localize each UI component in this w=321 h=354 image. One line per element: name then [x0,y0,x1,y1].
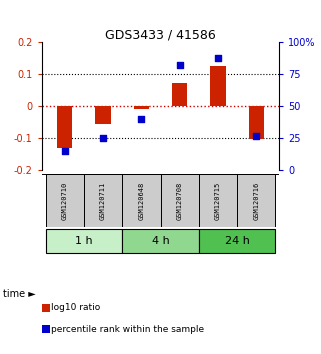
Point [62,148,67,154]
Bar [122,175,160,227]
Bar [46,229,122,253]
Text: 24 h: 24 h [225,236,249,246]
Point [254,133,259,138]
Text: log10 ratio: log10 ratio [51,303,100,313]
Bar [46,175,84,227]
Text: GSM120711: GSM120711 [100,181,106,219]
Text: GSM120710: GSM120710 [62,181,68,219]
Bar [172,83,187,106]
Bar [95,106,111,124]
Text: GSM120716: GSM120716 [253,181,259,219]
Bar [122,229,199,253]
Bar [57,106,72,148]
Bar [134,106,149,109]
Bar [249,106,264,139]
Bar [210,67,226,106]
Text: GSM120715: GSM120715 [215,181,221,219]
Point [100,135,106,141]
Bar [199,175,237,227]
Point [177,63,182,68]
Text: GSM120708: GSM120708 [177,181,183,219]
Text: 4 h: 4 h [152,236,169,246]
Title: GDS3433 / 41586: GDS3433 / 41586 [105,28,216,41]
Point [139,116,144,122]
Bar [84,175,122,227]
Bar [160,175,199,227]
Text: GSM120648: GSM120648 [138,181,144,219]
Point [215,55,221,61]
Text: 1 h: 1 h [75,236,93,246]
Text: time ►: time ► [3,289,36,299]
Text: percentile rank within the sample: percentile rank within the sample [51,325,204,334]
Bar [199,229,275,253]
Bar [237,175,275,227]
